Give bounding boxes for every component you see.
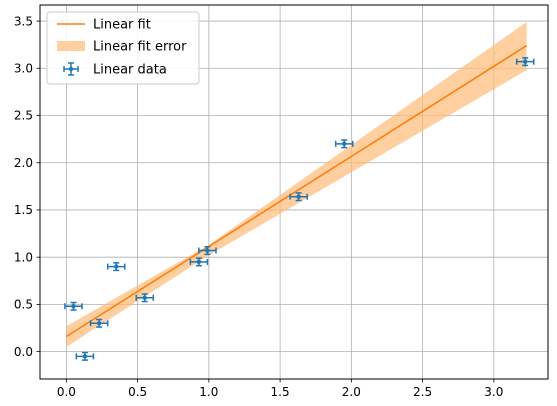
data-point-marker xyxy=(523,59,527,63)
x-tick-label: 0.5 xyxy=(128,385,147,399)
x-tick-label: 2.5 xyxy=(413,385,432,399)
y-tick-label: 3.5 xyxy=(14,14,33,28)
y-tick-label: 1.0 xyxy=(14,250,33,264)
data-point-marker xyxy=(205,248,209,252)
legend-swatch-linear-fit-error xyxy=(57,41,85,51)
data-point xyxy=(76,353,93,361)
data-point-marker xyxy=(114,264,118,268)
legend-label-linear-data: Linear data xyxy=(93,63,167,78)
data-point-marker xyxy=(342,142,346,146)
data-point-marker xyxy=(71,304,75,308)
fit-line xyxy=(66,46,526,337)
data-point xyxy=(108,263,125,271)
y-tick-label: 0.5 xyxy=(14,298,33,312)
y-tick-label: 1.5 xyxy=(14,203,33,217)
legend: Linear fit Linear fit error Linear data xyxy=(47,12,199,84)
data-point-marker xyxy=(197,260,201,264)
legend-label-linear-fit-error: Linear fit error xyxy=(93,40,187,55)
data-point-marker xyxy=(69,67,73,71)
y-tick-label: 3.0 xyxy=(14,61,33,75)
x-tick-label: 0.0 xyxy=(57,385,76,399)
x-tick-label: 1.5 xyxy=(271,385,290,399)
data-point-marker xyxy=(83,354,87,358)
data-point xyxy=(65,303,82,311)
legend-label-linear-fit: Linear fit xyxy=(93,18,151,33)
y-axis: 0.0 0.5 1.0 1.5 2.0 2.5 3.0 3.5 xyxy=(14,14,40,359)
data-point-marker xyxy=(97,321,101,325)
y-tick-label: 0.0 xyxy=(14,345,33,359)
x-tick-label: 2.0 xyxy=(342,385,361,399)
data-point-marker xyxy=(296,195,300,199)
x-tick-label: 3.0 xyxy=(484,385,503,399)
y-tick-label: 2.5 xyxy=(14,109,33,123)
x-axis: 0.0 0.5 1.0 1.5 2.0 2.5 3.0 xyxy=(57,379,504,399)
x-tick-label: 1.0 xyxy=(199,385,218,399)
data-point-marker xyxy=(143,296,147,300)
fit-line-path xyxy=(66,46,526,337)
y-tick-label: 2.0 xyxy=(14,156,33,170)
